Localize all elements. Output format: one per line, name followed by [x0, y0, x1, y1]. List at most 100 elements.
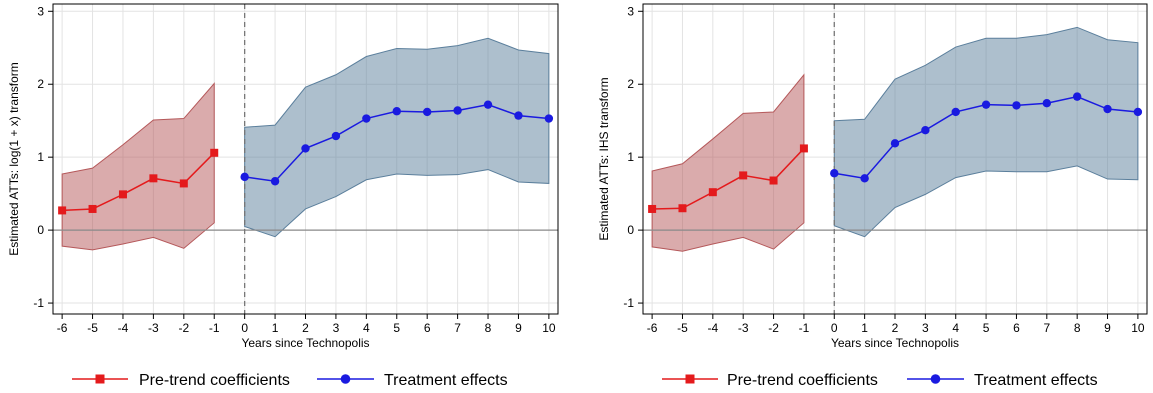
data-point-square — [179, 179, 188, 188]
x-tick-label: 9 — [1104, 321, 1111, 335]
data-point-circle — [1072, 92, 1082, 101]
x-tick-label: -6 — [647, 321, 658, 335]
x-tick-label: 5 — [983, 321, 990, 335]
chart-panel-1: -1 0 1 2 3 -6 -5 -4 -3 -2 -1 0 1 2 3 4 5 6 7 8 9 10 Years sinc… — [7, 3, 559, 389]
data-point-circle — [514, 111, 523, 120]
y-tick-label: 0 — [627, 223, 634, 237]
x-tick-label: -6 — [57, 321, 68, 335]
data-point-circle — [483, 100, 493, 109]
data-point-square — [648, 204, 657, 213]
y-tick-label: 2 — [627, 77, 634, 91]
legend-label: Treatment effects — [974, 372, 1098, 389]
x-tick-label: 10 — [1131, 321, 1145, 335]
data-point-circle — [331, 131, 341, 141]
x-tick-label: 2 — [302, 321, 309, 335]
y-tick-label: 3 — [37, 4, 44, 18]
confidence-band-2 — [244, 37, 550, 238]
data-point-circle — [830, 169, 839, 178]
x-tick-label: 4 — [952, 321, 959, 335]
y-axis-title: Estimated ATTs: IHS transform — [597, 77, 611, 240]
x-tick-label: 8 — [485, 321, 492, 335]
series-line-1 — [652, 147, 805, 210]
data-point-square — [149, 174, 158, 183]
x-tick-label: 6 — [1013, 321, 1020, 335]
x-tick-label: 4 — [363, 321, 370, 335]
data-point-circle — [1012, 101, 1021, 110]
x-tick-label: -5 — [87, 321, 98, 335]
data-point-circle — [422, 107, 432, 117]
legend: Pre-trend coefficients Treatment effects — [662, 372, 1098, 389]
confidence-band-1 — [651, 73, 805, 252]
x-axis-title: Years since Technopolis — [831, 336, 959, 350]
data-point-circle — [951, 107, 960, 117]
x-tick-label: 2 — [892, 321, 899, 335]
data-point-square — [88, 204, 97, 213]
data-point-circle — [240, 172, 249, 182]
data-point-square — [678, 204, 687, 213]
data-point-square — [799, 144, 808, 153]
data-point-square — [58, 206, 67, 215]
legend-marker-square — [685, 374, 695, 384]
data-point-square — [769, 176, 778, 185]
data-point-circle — [981, 100, 991, 109]
x-tick-label: -3 — [148, 321, 159, 335]
data-point-circle — [921, 125, 930, 135]
x-tick-label: -1 — [209, 321, 220, 335]
x-tick-label: 9 — [515, 321, 522, 335]
y-tick-label: 1 — [627, 150, 634, 164]
data-point-square — [118, 190, 127, 199]
data-point-circle — [890, 139, 900, 148]
x-tick-label: 3 — [333, 321, 340, 335]
x-tick-label: 0 — [831, 321, 838, 335]
data-point-circle — [392, 107, 401, 116]
data-point-circle — [1133, 107, 1143, 117]
x-tick-label: -4 — [707, 321, 718, 335]
data-point-circle — [860, 174, 869, 183]
x-tick-label: -5 — [677, 321, 688, 335]
confidence-band-2 — [833, 26, 1139, 238]
data-point-circle — [301, 144, 310, 153]
x-tick-label: 1 — [272, 321, 279, 335]
y-tick-label: 0 — [37, 223, 44, 237]
y-tick-label: 3 — [627, 4, 634, 18]
legend-label: Pre-trend coefficients — [727, 372, 878, 389]
x-tick-label: -3 — [738, 321, 749, 335]
x-tick-label: 6 — [424, 321, 431, 335]
x-tick-label: 0 — [241, 321, 248, 335]
x-tick-label: 7 — [454, 321, 461, 335]
x-tick-label: 10 — [542, 321, 556, 335]
data-point-circle — [544, 114, 554, 123]
chart-panel-2: -1 0 1 2 3 -6 -5 -4 -3 -2 -1 0 1 2 3 4 5 6 7 8 9 10 Years sinc… — [597, 3, 1148, 389]
y-tick-label: -1 — [33, 296, 44, 310]
x-axis-title: Years since Technopolis — [241, 336, 369, 350]
x-tick-label: -2 — [178, 321, 189, 335]
x-tick-label: -1 — [799, 321, 810, 335]
legend: Pre-trend coefficients Treatment effects — [72, 372, 508, 389]
x-tick-label: 3 — [922, 321, 929, 335]
x-tick-label: 7 — [1043, 321, 1050, 335]
legend-label: Treatment effects — [384, 372, 508, 389]
data-point-circle — [362, 114, 371, 123]
x-tick-label: 1 — [861, 321, 868, 335]
y-tick-label: 2 — [37, 77, 44, 91]
y-tick-label: -1 — [623, 296, 634, 310]
confidence-band-1 — [61, 82, 215, 251]
data-point-circle — [270, 177, 280, 186]
data-point-square — [739, 171, 748, 180]
data-point-square — [210, 148, 219, 157]
y-tick-label: 1 — [37, 150, 44, 164]
legend-marker-circle — [930, 374, 941, 384]
legend-marker-square — [95, 374, 105, 384]
series-line-1 — [62, 152, 215, 212]
legend-marker-circle — [340, 374, 351, 384]
x-tick-label: -4 — [118, 321, 129, 335]
data-point-square — [708, 188, 717, 197]
x-tick-label: -2 — [768, 321, 779, 335]
x-tick-label: 8 — [1074, 321, 1081, 335]
x-tick-label: 5 — [393, 321, 400, 335]
y-axis-title: Estimated ATTs: log(1 + x) transform — [7, 62, 21, 256]
data-point-circle — [1103, 104, 1112, 114]
data-point-circle — [1042, 99, 1052, 108]
